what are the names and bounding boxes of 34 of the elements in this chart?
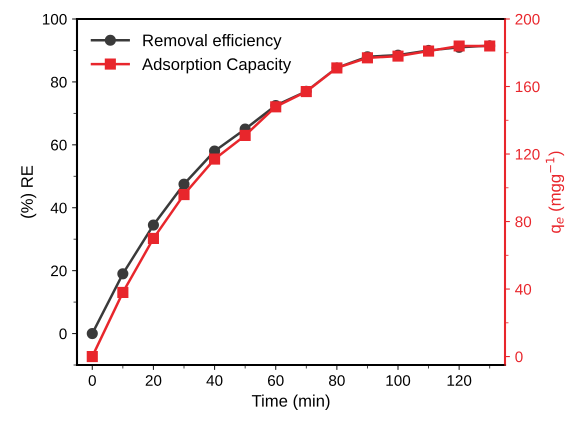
x-tick-label: 60 (268, 375, 284, 386)
y-tick-label: 40 (50, 202, 67, 214)
y-tick-label: 0 (59, 328, 67, 340)
x-axis-title: Time (min) (252, 394, 330, 410)
point (178, 188, 190, 200)
y2-tick-label: 0 (515, 351, 523, 362)
point (117, 268, 128, 280)
point (209, 154, 220, 165)
x-tick-label: 80 (329, 375, 345, 386)
y2-tick-label: 200 (515, 14, 540, 25)
y2-axis-title: q$_{e}$ (mgg$^{−1}$) (546, 152, 564, 233)
legend-label: Adsorption Capacity (142, 58, 292, 74)
y-tick-label: 20 (51, 266, 67, 276)
x-tick-label: 120 (448, 375, 472, 386)
point (86, 328, 98, 340)
y2-tick-label: 160 (516, 81, 540, 92)
point (148, 219, 159, 231)
y-tick-label: 80 (50, 76, 67, 88)
y2-tick-label: 80 (515, 216, 532, 228)
point (148, 232, 159, 244)
y-tick-label: 60 (51, 140, 67, 151)
x-tick-label: 100 (386, 375, 410, 386)
y-axis-title: (%) RE (20, 166, 36, 218)
y2-tick-label: 120 (516, 148, 540, 160)
point (240, 130, 251, 142)
x-tick-label: 40 (206, 375, 222, 386)
y-tick-label: 100 (42, 14, 67, 25)
y2-tick-label: 40 (515, 284, 532, 295)
x-tick-label: 0 (88, 375, 96, 386)
x-tick-label: 20 (146, 375, 162, 386)
legend-label: Removal efficiency (143, 34, 282, 50)
point (178, 178, 190, 190)
point (86, 351, 98, 362)
point (117, 286, 128, 298)
